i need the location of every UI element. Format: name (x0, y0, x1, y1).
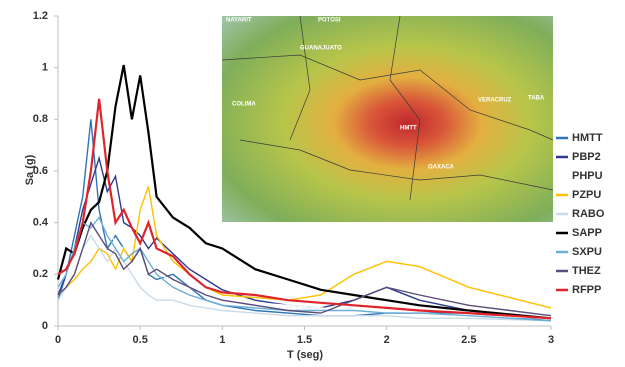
legend-label: PBP2 (572, 151, 601, 163)
map-label: NAYARIT (226, 18, 252, 24)
y-tick-label: 0.8 (33, 113, 48, 125)
map-label: OAXACA (428, 165, 455, 171)
legend-label: RFPP (572, 284, 601, 296)
x-tick-label: 0.5 (133, 334, 148, 346)
legend-label: RABO (572, 208, 605, 220)
legend-label: SAPP (572, 227, 602, 239)
map-inset: NAYARIT POTOSI GUANAJUATO COLIMA VERACRUZ OAX… (222, 16, 553, 222)
y-tick-label: 0 (42, 320, 48, 332)
legend-label: HMTT (572, 132, 603, 144)
map-label: VERACRUZ (478, 98, 512, 104)
legend-label: PHPU (572, 170, 603, 182)
map-label: HMTT (400, 126, 417, 132)
legend-label: THEZ (572, 265, 601, 277)
x-tick-label: 1.5 (297, 334, 312, 346)
map-background (222, 16, 553, 222)
x-axis-title: T (seg) (287, 349, 323, 361)
x-tick-label: 0 (55, 334, 61, 346)
map-label: TABA (528, 96, 545, 102)
y-tick-label: 0.6 (33, 165, 48, 177)
x-tick-label: 2 (384, 334, 390, 346)
y-tick-label: 0.4 (33, 217, 49, 229)
map-label: COLIMA (232, 102, 256, 108)
y-tick-label: 1 (42, 62, 48, 74)
series-line (58, 223, 551, 319)
chart: NAYARIT POTOSI GUANAJUATO COLIMA VERACRUZ OAX… (0, 0, 625, 367)
x-tick-label: 2.5 (461, 334, 476, 346)
x-tick-label: 1 (219, 334, 225, 346)
y-tick-label: 1.2 (33, 10, 48, 22)
x-tick-label: 3 (548, 334, 554, 346)
legend-label: PZPU (572, 189, 601, 201)
series-line (58, 236, 551, 321)
map-label: POTOSI (318, 18, 341, 24)
map-label: GUANAJUATO (300, 46, 342, 52)
legend-label: SXPU (572, 246, 602, 258)
y-tick-label: 0.2 (33, 268, 48, 280)
series-line (58, 218, 551, 321)
